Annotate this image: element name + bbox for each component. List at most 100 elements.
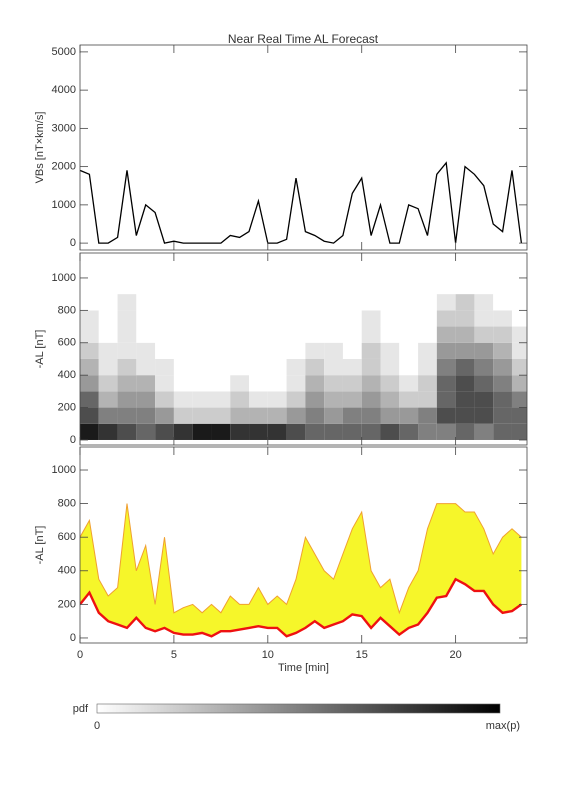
- y-tick-label: 800: [58, 498, 76, 510]
- heatmap-cell: [380, 326, 400, 343]
- heatmap-cell: [399, 391, 419, 408]
- heatmap-cell: [493, 310, 512, 327]
- heatmap-cell: [286, 294, 306, 311]
- heatmap-cell: [136, 294, 156, 311]
- heatmap-cell: [117, 358, 137, 376]
- heatmap-cell: [324, 294, 343, 311]
- heatmap-cell: [136, 423, 156, 440]
- heatmap-cell: [436, 310, 456, 327]
- heatmap-cell: [98, 391, 118, 408]
- heatmap-cell: [305, 326, 325, 343]
- heatmap-cell: [324, 358, 343, 376]
- heatmap-cell: [474, 358, 494, 376]
- heatmap-cell: [380, 407, 400, 424]
- heatmap-cell: [399, 342, 419, 359]
- forecast-line: [80, 577, 523, 638]
- y-tick-label: 400: [58, 565, 76, 577]
- heatmap-cell: [98, 342, 118, 359]
- plot-area: [80, 294, 527, 440]
- heatmap-cell: [192, 310, 212, 327]
- heatmap-cell: [117, 326, 137, 343]
- heatmap-cell: [98, 375, 118, 392]
- x-tick-label: 15: [356, 649, 368, 661]
- heatmap-cell: [342, 310, 362, 327]
- heatmap-cell: [324, 342, 343, 359]
- heatmap-cell: [324, 326, 343, 343]
- heatmap-cell: [342, 423, 362, 440]
- heatmap-cell: [98, 407, 118, 424]
- heatmap-cell: [474, 294, 494, 311]
- heatmap-cell: [117, 342, 137, 359]
- heatmap-cell: [249, 375, 268, 392]
- heatmap-cell: [286, 326, 306, 343]
- heatmap-cell: [267, 423, 287, 440]
- heatmap-cell: [436, 326, 456, 343]
- heatmap-cell: [511, 375, 527, 392]
- heatmap-cell: [267, 310, 287, 327]
- plot-frame: [79, 446, 528, 644]
- heatmap-cell: [493, 358, 512, 376]
- heatmap-cell: [211, 407, 231, 424]
- heatmap-cell: [211, 342, 231, 359]
- heatmap-cell: [249, 358, 268, 376]
- heatmap-cell: [192, 342, 212, 359]
- heatmap-cell: [173, 358, 193, 376]
- heatmap-cell: [136, 342, 156, 359]
- heatmap-cell: [474, 407, 494, 424]
- heatmap-cell: [192, 423, 212, 440]
- heatmap-cell: [342, 407, 362, 424]
- heatmap-cell: [249, 342, 268, 359]
- heatmap-cell: [380, 294, 400, 311]
- heatmap-cell: [324, 310, 343, 327]
- heatmap-cell: [117, 310, 137, 327]
- heatmap-cell: [305, 423, 325, 440]
- heatmap-cell: [98, 358, 118, 376]
- heatmap-cell: [192, 294, 212, 311]
- heatmap-cell: [511, 310, 527, 327]
- y-tick-label: 1000: [52, 464, 76, 476]
- heatmap-cell: [80, 358, 99, 376]
- heatmap-cell: [418, 423, 437, 440]
- y-tick-label: 200: [58, 401, 76, 413]
- band-area: [80, 503, 522, 637]
- heatmap-cell: [211, 423, 231, 440]
- y-axis-label: VBs [nT×km/s]: [34, 112, 46, 184]
- heatmap-cell: [211, 391, 231, 408]
- heatmap-cell: [173, 407, 193, 424]
- heatmap-cell: [230, 310, 250, 327]
- x-tick-label: 0: [77, 649, 83, 661]
- y-tick-label: 200: [58, 598, 76, 610]
- heatmap-cell: [192, 375, 212, 392]
- heatmap-cell: [455, 342, 475, 359]
- heatmap-cell: [361, 358, 381, 376]
- heatmap-cell: [305, 358, 325, 376]
- heatmap-cell: [136, 407, 156, 424]
- heatmap-cell: [80, 423, 99, 440]
- heatmap-cell: [249, 423, 268, 440]
- heatmap-cell: [155, 326, 174, 343]
- heatmap-cell: [511, 391, 527, 408]
- heatmap-cell: [98, 326, 118, 343]
- heatmap-cell: [286, 423, 306, 440]
- heatmap-cell: [155, 407, 174, 424]
- heatmap-cell: [230, 342, 250, 359]
- heatmap-cell: [418, 375, 437, 392]
- heatmap-cell: [399, 294, 419, 311]
- heatmap-cell: [211, 326, 231, 343]
- heatmap-cell: [80, 342, 99, 359]
- heatmap-cell: [249, 407, 268, 424]
- heatmap-cell: [380, 391, 400, 408]
- heatmap-cell: [361, 423, 381, 440]
- y-tick-label: 1000: [52, 199, 76, 211]
- heatmap-cell: [98, 423, 118, 440]
- heatmap-cell: [155, 423, 174, 440]
- plot-frame: [79, 252, 528, 446]
- colorbar-max-label: max(p): [486, 720, 520, 732]
- heatmap-cell: [267, 407, 287, 424]
- heatmap-cell: [361, 375, 381, 392]
- heatmap-cell: [474, 391, 494, 408]
- heatmap-cell: [399, 310, 419, 327]
- y-axis-label: -AL [nT]: [34, 330, 46, 369]
- heatmap-cell: [361, 294, 381, 311]
